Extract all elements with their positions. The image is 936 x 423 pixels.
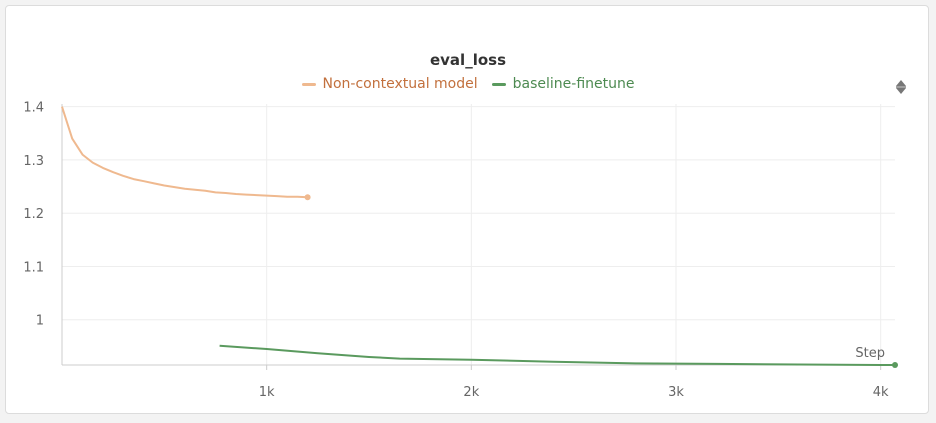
y-tick-label: 1.3 (23, 154, 44, 169)
y-tick-label: 1.1 (23, 260, 44, 275)
x-tick-label: 3k (668, 385, 684, 400)
x-axis-label: Step (855, 346, 885, 361)
legend-item-non-contextual[interactable]: Non-contextual model (301, 76, 478, 92)
legend-swatch-baseline-finetune (491, 82, 506, 86)
drag-handle-icon[interactable] (893, 78, 909, 96)
series-line-0[interactable] (61, 106, 308, 199)
y-tick-label: 1.4 (23, 101, 44, 116)
legend-swatch-non-contextual (301, 82, 316, 86)
series-end-point-1[interactable] (892, 362, 898, 368)
y-tick-label: 1.2 (23, 207, 44, 222)
axes (61, 104, 895, 366)
grid (62, 104, 895, 365)
x-tick-label: 2k (463, 385, 479, 400)
tick-labels: 1.4 1.3 1.2 1.1 1 1k 2k 3k 4k (23, 101, 889, 400)
legend: Non-contextual model baseline-finetune (0, 76, 936, 92)
series-end-point-0[interactable] (304, 194, 311, 201)
x-tick-label: 1k (259, 385, 275, 400)
series-line-1[interactable] (219, 344, 895, 366)
y-tick-label: 1 (36, 314, 44, 329)
series (61, 106, 898, 368)
legend-label-baseline-finetune: baseline-finetune (512, 76, 635, 92)
legend-item-baseline-finetune[interactable]: baseline-finetune (491, 76, 635, 92)
chart-panel (5, 5, 929, 414)
legend-label-non-contextual: Non-contextual model (322, 76, 478, 92)
x-tick-label: 4k (873, 385, 889, 400)
chart-title: eval_loss (429, 51, 507, 69)
